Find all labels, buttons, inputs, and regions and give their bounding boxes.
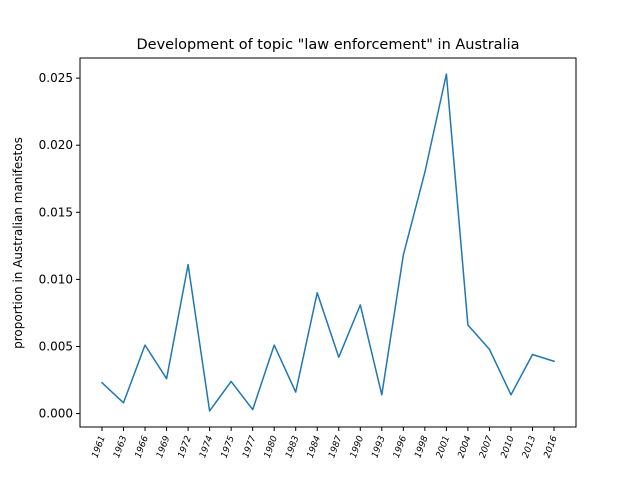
- y-tick-label: 0.005: [39, 339, 73, 353]
- y-tick-label: 0.020: [39, 138, 73, 152]
- axes-frame: [79, 57, 577, 428]
- chart-title: Development of topic "law enforcement" i…: [136, 37, 519, 53]
- y-tick-label: 0.025: [39, 71, 73, 85]
- y-tick-label: 0.000: [39, 407, 73, 421]
- y-tick-label: 0.015: [39, 205, 73, 219]
- y-tick-label: 0.010: [39, 272, 73, 286]
- y-axis-label: proportion in Australian manifestos: [11, 137, 25, 349]
- series-line: [100, 73, 555, 412]
